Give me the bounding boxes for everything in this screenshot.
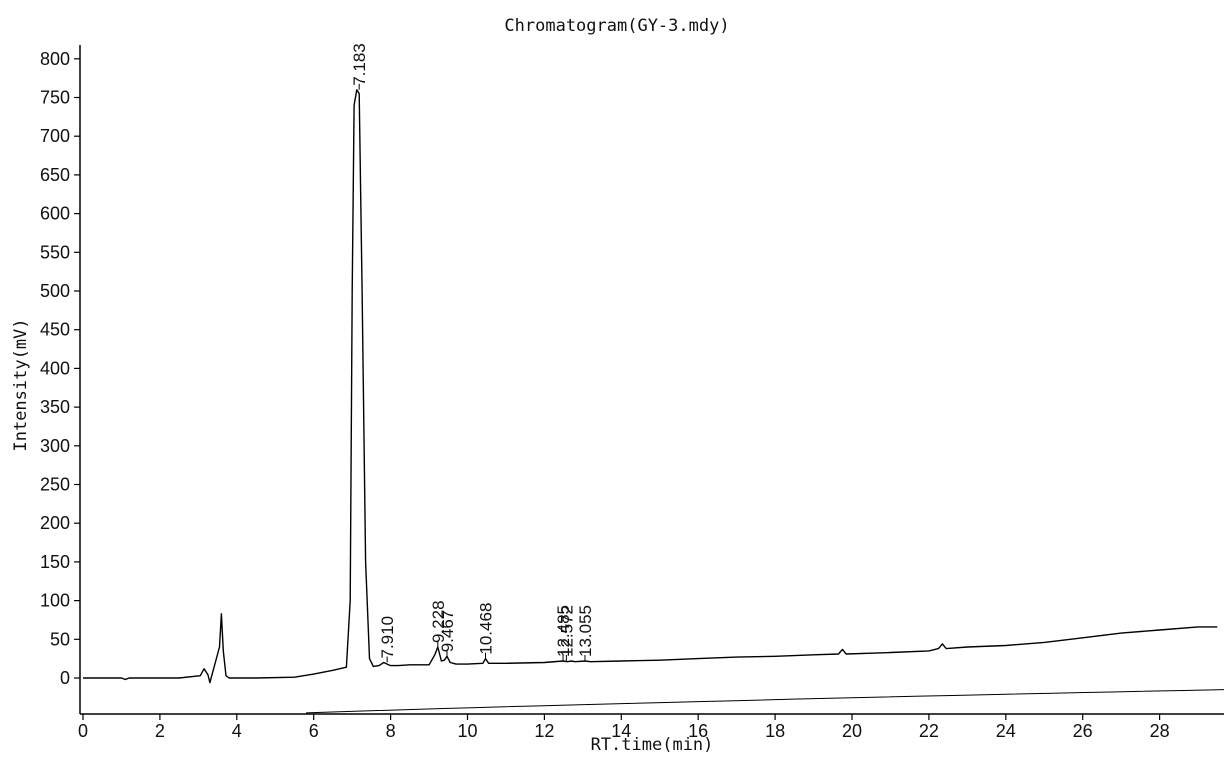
peak-label: 10.468 [477,603,496,655]
y-tick-label: 300 [40,436,70,456]
chart-title: Chromatogram(GY-3.mdy) [504,16,729,36]
series-layer [83,89,1218,684]
x-tick-label: 16 [688,721,708,741]
x-tick-label: 2 [155,721,165,741]
y-tick-label: 600 [40,204,70,224]
y-tick-label: 400 [40,358,70,378]
y-tick-label: 800 [40,49,70,69]
peak-label: 7.910 [378,616,397,659]
peak-label: 12.485 [554,605,573,657]
y-tick-label: 200 [40,513,70,533]
peak-label: 12.572 [557,605,576,657]
y-tick-label: 750 [40,88,70,108]
x-axis-label: RT.time(min) [591,735,714,755]
chromatogram-trace [83,89,1218,684]
y-tick-label: 650 [40,165,70,185]
x-tick-label: 18 [765,721,785,741]
y-tick-label: 550 [40,242,70,262]
y-tick-label: 0 [60,668,70,688]
x-tick-label: 6 [309,721,319,741]
x-tick-label: 12 [534,721,554,741]
x-tick-label: 20 [842,721,862,741]
peak-label: 9.228 [429,600,448,643]
x-tick-label: 4 [232,721,242,741]
y-tick-label: 500 [40,281,70,301]
x-tick-label: 26 [1073,721,1093,741]
y-tick-label: 100 [40,591,70,611]
peak-label: 9.467 [438,610,457,653]
x-tick-label: 28 [1150,721,1170,741]
x-tick-label: 0 [78,721,88,741]
y-tick-label: 450 [40,320,70,340]
y-tick-label: 350 [40,397,70,417]
x-tick-label: 24 [996,721,1016,741]
y-axis-label: Intensity(mV) [11,318,31,451]
y-tick-label: 50 [50,629,70,649]
peak-label: 13.055 [576,605,595,657]
x-tick-label: 8 [386,721,396,741]
x-tick-label: 10 [457,721,477,741]
x-tick-label: 14 [611,721,631,741]
baseline-drift-line [305,689,1224,714]
peak-label: 7.183 [350,43,369,86]
y-tick-label: 700 [40,126,70,146]
y-tick-label: 150 [40,552,70,572]
y-tick-label: 250 [40,475,70,495]
y-ticks: 0 50 100 150 200 250 300 350 400 450 500 550 600 650 7… [40,49,80,688]
x-ticks: 0 2 4 6 8 10 12 14 16 18 20 22 24 26 28 [78,714,1170,741]
x-tick-label: 22 [919,721,939,741]
